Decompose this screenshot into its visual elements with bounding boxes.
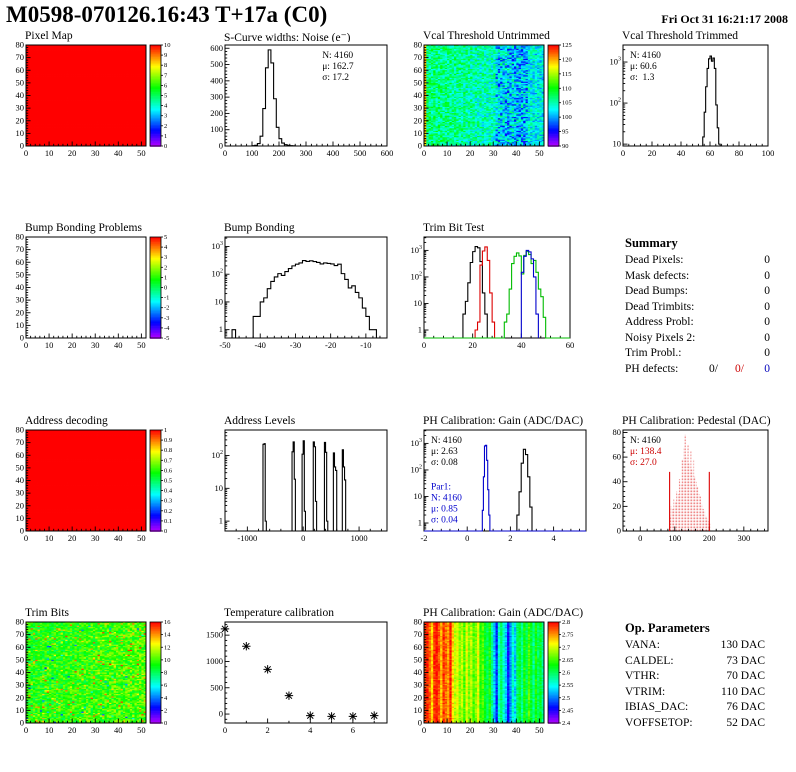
op-parameter-row: VTRIM: 110 DAC	[625, 685, 765, 698]
panel-bump-bonding-problems: Bump Bonding Problems	[0, 222, 199, 372]
panel-bump-bonding: Bump Bonding	[199, 222, 398, 372]
panel-temperature-calibration: Temperature calibration	[199, 607, 398, 757]
panel-scurve-noise: S-Curve widths: Noise (e⁻)	[199, 30, 398, 180]
panel-trim-bit-test: Trim Bit Test	[398, 222, 597, 372]
plot-title: S-Curve widths: Noise (e⁻)	[224, 32, 351, 44]
op-parameters-panel: Op. Parameters VANA: 130 DAC CALDEL: 73 DA…	[597, 607, 796, 731]
temperature-calibration-plot	[199, 619, 398, 749]
vcal-trimmed-plot	[597, 42, 796, 172]
ph-pedestal-plot	[597, 427, 796, 557]
pixel-map-plot	[0, 42, 199, 172]
panel-address-decoding: Address decoding	[0, 415, 199, 565]
summary-row: Dead Bumps: 0	[625, 285, 770, 297]
plot-title: Address decoding	[25, 415, 108, 427]
address-decoding-plot	[0, 427, 199, 557]
summary-row: Address Probl: 0	[625, 316, 770, 328]
timestamp: Fri Oct 31 16:21:17 2008	[661, 12, 788, 26]
op-parameter-row: VANA: 130 DAC	[625, 639, 765, 651]
op-parameter-row: IBIAS_DAC: 76 DAC	[625, 701, 765, 713]
trim-bits-plot	[0, 619, 199, 749]
plot-title: PH Calibration: Pedestal (DAC)	[622, 415, 771, 427]
panel-ph-pedestal: PH Calibration: Pedestal (DAC)	[597, 415, 796, 565]
plot-title: Pixel Map	[25, 30, 73, 42]
panel-vcal-untrimmed: Vcal Threshold Untrimmed	[398, 30, 597, 180]
summary-panel: Summary Dead Pixels: 0 Mask defects: 0 Dea…	[597, 222, 796, 377]
panel-pixel-map: Pixel Map	[0, 30, 199, 180]
plot-title: Bump Bonding Problems	[25, 222, 142, 234]
vcal-untrimmed-plot	[398, 42, 597, 172]
ph-gain-hist-plot	[398, 427, 597, 557]
op-parameter-row: VTHR: 70 DAC	[625, 670, 765, 682]
page-title: M0598-070126.16:43 T+17a (C0)	[6, 2, 328, 27]
bump-bonding-problems-plot	[0, 234, 199, 364]
plot-title: Trim Bit Test	[423, 222, 485, 234]
address-levels-plot	[199, 427, 398, 557]
summary-row: Mask defects: 0	[625, 269, 770, 282]
plot-title: Vcal Threshold Trimmed	[622, 30, 739, 42]
panel-vcal-trimmed: Vcal Threshold Trimmed	[597, 30, 796, 180]
op-parameter-row: CALDEL: 73 DAC	[625, 654, 765, 667]
ph-gain-map-plot	[398, 619, 597, 749]
op-parameters-heading: Op. Parameters	[625, 621, 710, 635]
panel-ph-gain-hist: PH Calibration: Gain (ADC/DAC)	[398, 415, 597, 565]
panel-trim-bits: Trim Bits	[0, 607, 199, 757]
summary-row-ph-defects: PH defects: 0/0/0	[625, 362, 770, 378]
summary-row: Noisy Pixels 2: 0	[625, 331, 770, 344]
trim-bit-test-plot	[398, 234, 597, 364]
plot-title: Temperature calibration	[224, 607, 334, 619]
ph-defects-values: 0/0/0	[709, 362, 770, 375]
summary-row: Trim Probl.: 0	[625, 347, 770, 359]
plot-title: Vcal Threshold Untrimmed	[423, 30, 550, 42]
plot-title: PH Calibration: Gain (ADC/DAC)	[423, 607, 584, 619]
plot-title: PH Calibration: Gain (ADC/DAC)	[423, 415, 584, 427]
summary-row: Dead Pixels: 0	[625, 254, 770, 266]
panel-address-levels: Address Levels	[199, 415, 398, 565]
scurve-noise-plot	[199, 42, 398, 172]
plot-title: Address Levels	[224, 415, 296, 427]
plot-title: Trim Bits	[25, 607, 70, 619]
summary-row: Dead Trimbits: 0	[625, 300, 770, 313]
op-parameter-row: VOFFSETOP: 52 DAC	[625, 716, 765, 729]
panel-ph-gain-map: PH Calibration: Gain (ADC/DAC)	[398, 607, 597, 757]
plot-title: Bump Bonding	[224, 222, 295, 234]
summary-heading: Summary	[625, 236, 678, 250]
bump-bonding-plot	[199, 234, 398, 364]
